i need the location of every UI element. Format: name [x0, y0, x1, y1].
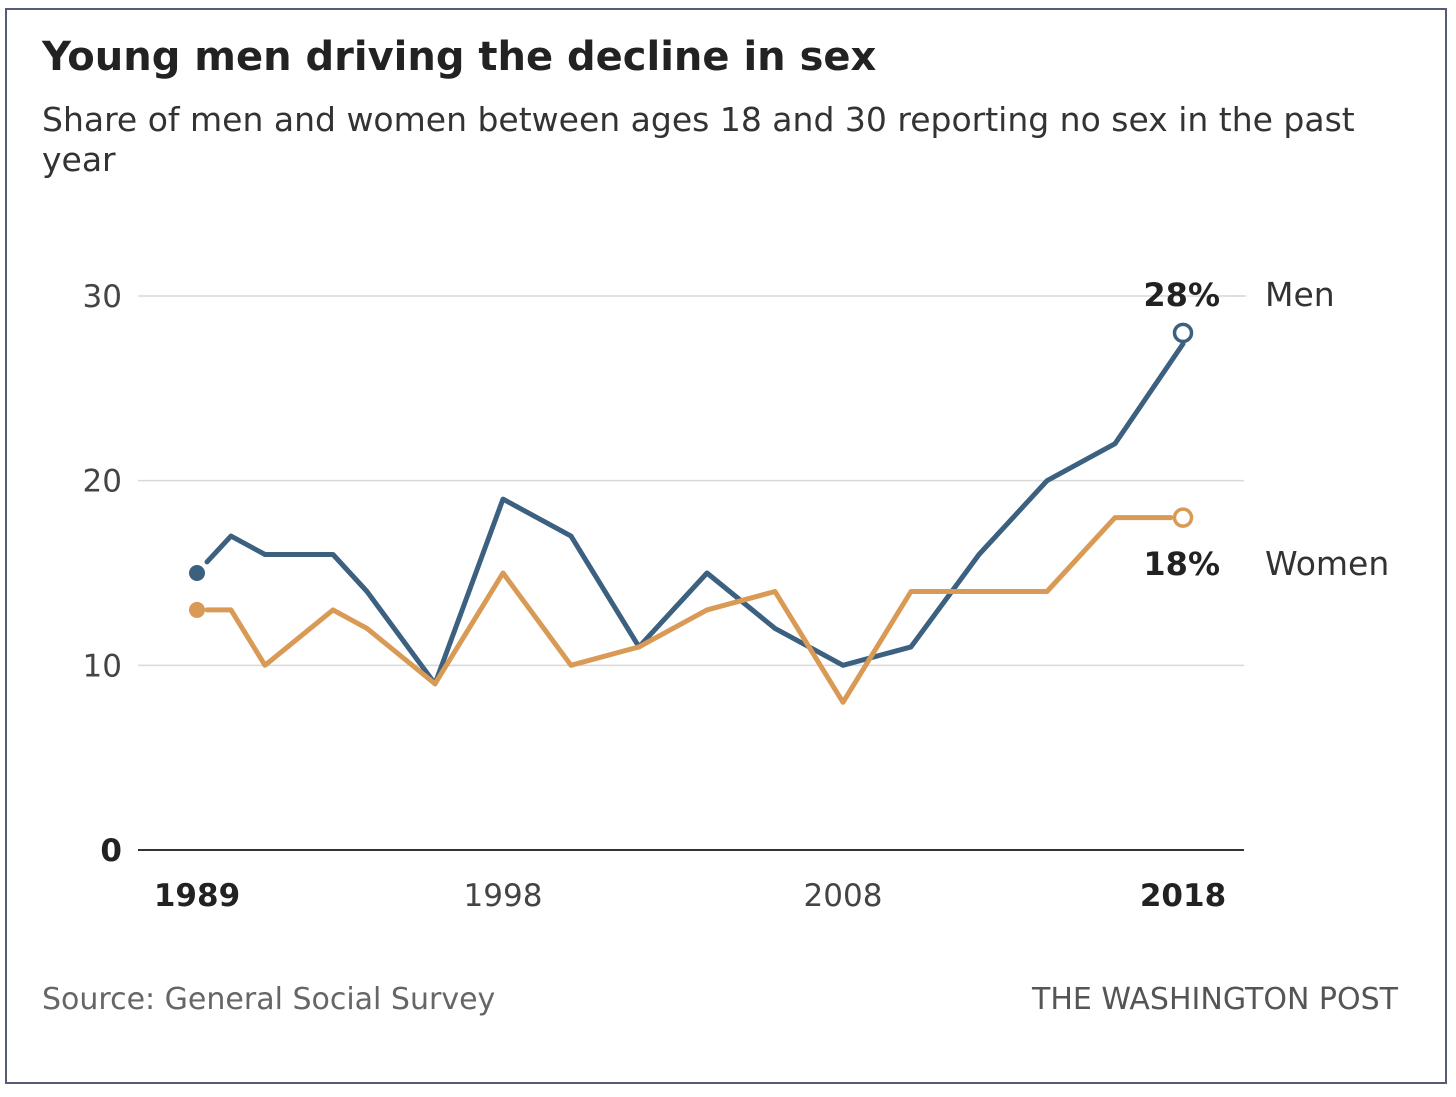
chart-subtitle: Share of men and women between ages 18 a… [42, 100, 1355, 179]
series-lines [189, 322, 1194, 705]
series-start-point-men [189, 565, 205, 581]
series-end-point-women [1172, 507, 1194, 528]
x-tick-label: 2018 [1140, 878, 1226, 914]
series-end-point-men [1172, 322, 1194, 344]
women-series-name: Women [1265, 544, 1389, 583]
series-line-men [204, 341, 1186, 687]
series-start-point-women [189, 601, 205, 618]
series-line-women [204, 515, 1174, 705]
publisher-credit: THE WASHINGTON POST [1032, 982, 1398, 1017]
men-value-label: 28% [1143, 276, 1220, 314]
y-tick-label: 30 [83, 279, 122, 315]
y-axis-ticks: 0 10 20 30 [83, 279, 122, 869]
chart-title: Young men driving the decline in sex [42, 34, 877, 80]
x-tick-label: 2008 [804, 878, 883, 914]
y-tick-label: 10 [83, 648, 122, 684]
x-axis-ticks: 1989 1998 2008 2018 [154, 878, 1226, 914]
source-note: Source: General Social Survey [42, 982, 496, 1017]
x-tick-label: 1998 [464, 878, 543, 914]
gridlines [138, 295, 1244, 851]
y-tick-label: 0 [100, 833, 122, 869]
series-labels: 28% Men 18% Women [1143, 275, 1389, 583]
x-tick-label: 1989 [154, 878, 240, 914]
y-tick-label: 20 [83, 464, 122, 500]
men-series-name: Men [1265, 275, 1335, 314]
women-value-label: 18% [1143, 545, 1220, 583]
